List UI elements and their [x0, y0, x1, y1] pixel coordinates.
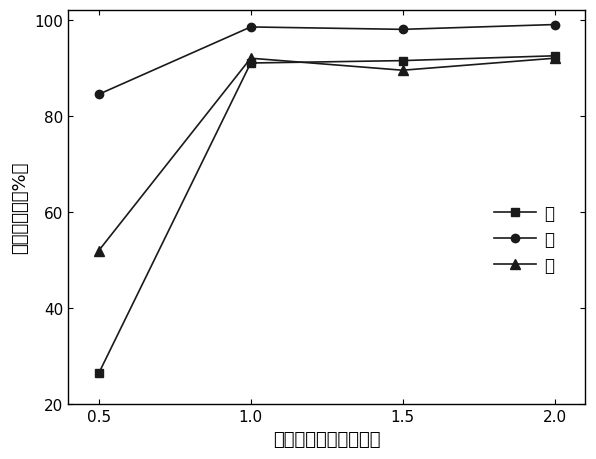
- Y-axis label: 金属浸出率（%）: 金属浸出率（%）: [11, 162, 29, 254]
- Legend: 鈥, 銅, 钔: 鈥, 銅, 钔: [488, 197, 561, 281]
- X-axis label: 氧化馒与低冰鈥质量比: 氧化馒与低冰鈥质量比: [273, 430, 380, 448]
